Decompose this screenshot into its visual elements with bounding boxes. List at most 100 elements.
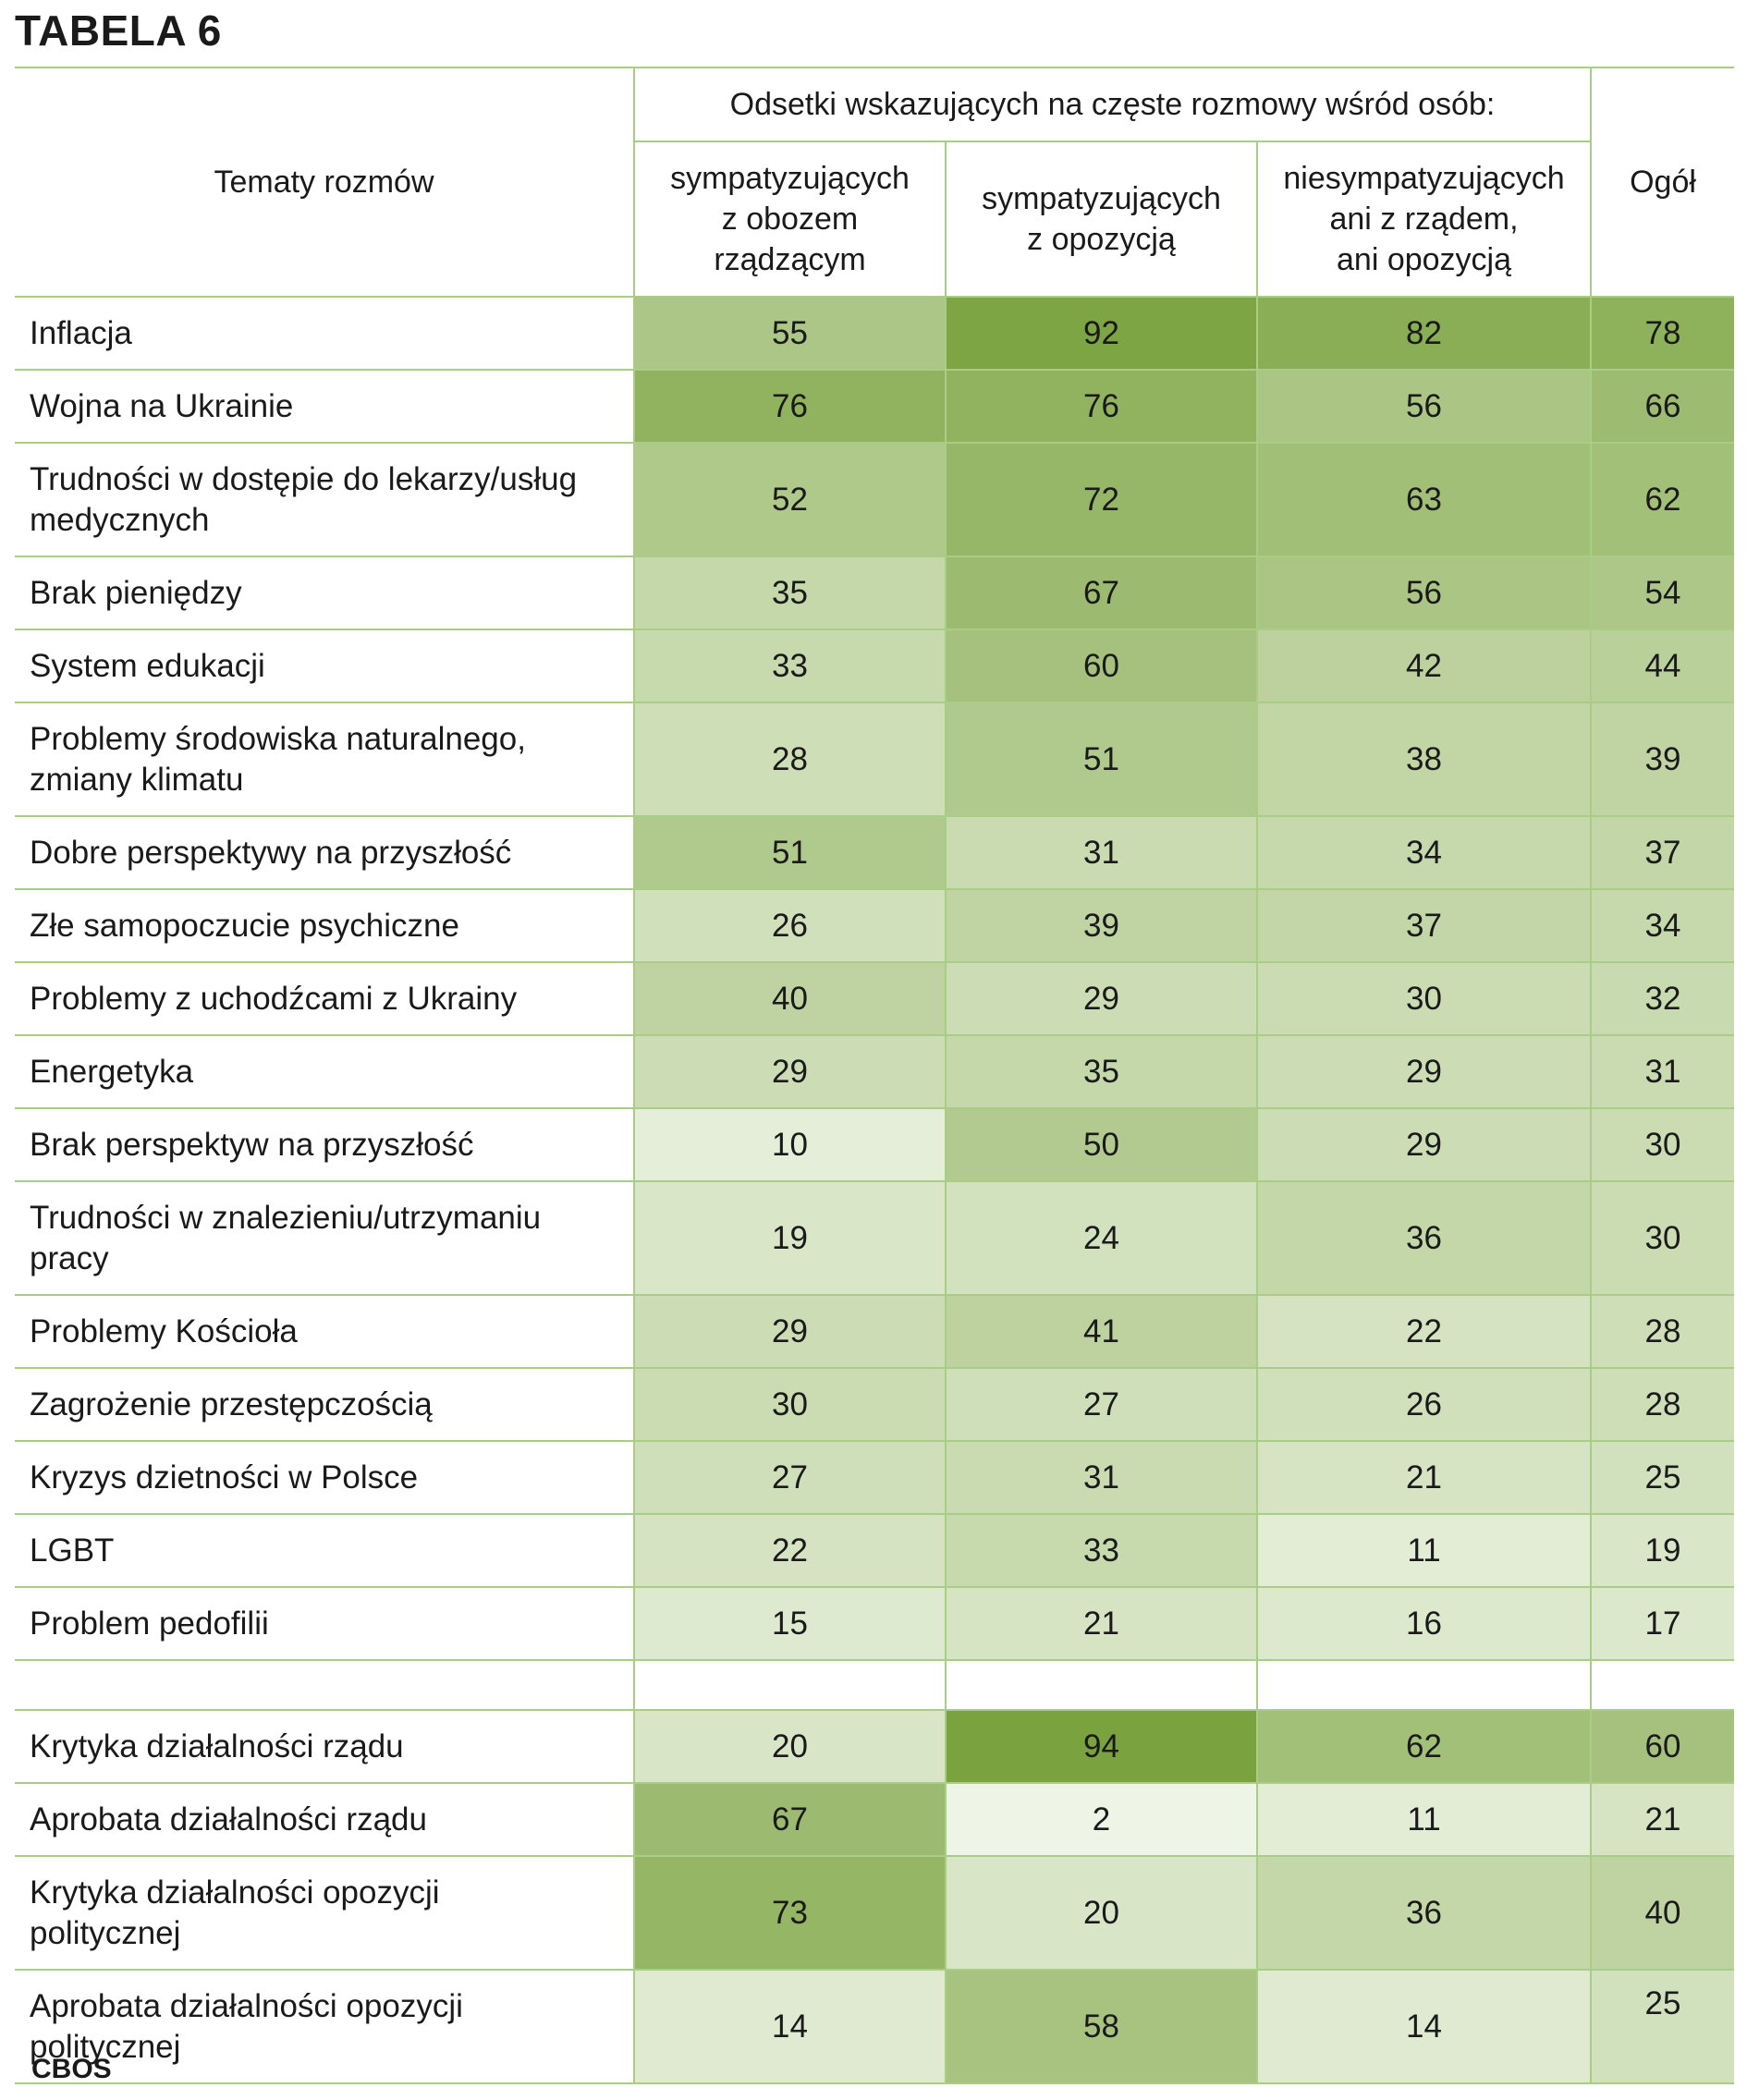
value-cell: 36	[1255, 1180, 1593, 1296]
value-cell: 20	[633, 1709, 947, 1784]
table-row: Zagrożenie przestępczością 30 27 26 28	[15, 1367, 1735, 1442]
row-label: Aprobata działalności opozycji polityczne…	[15, 1969, 635, 2084]
table-row: LGBT 22 33 11 19	[15, 1513, 1735, 1588]
table-row: Brak perspektyw na przyszłość 10 50 29 30	[15, 1107, 1735, 1182]
header-line: sympatyzujących	[982, 181, 1221, 216]
heatmap-table: Tematy rozmów Odsetki wskazujących na cz…	[15, 67, 1735, 2084]
row-label-line: Zagrożenie przestępczością	[30, 1386, 433, 1422]
row-label: Problemy środowiska naturalnego, zmiany k…	[15, 702, 635, 817]
header-line: z obozem	[721, 201, 859, 237]
value-cell: 28	[633, 702, 947, 817]
value-cell: 67	[945, 556, 1258, 630]
value-cell: 21	[1590, 1782, 1735, 1857]
row-label-line: politycznej	[30, 1914, 181, 1951]
row-label: Złe samopoczucie psychiczne	[15, 888, 635, 963]
value-cell: 31	[945, 1440, 1258, 1515]
row-label-line: Dobre perspektywy na przyszłość	[30, 834, 512, 871]
table-row: Problemy Kościoła 29 41 22 28	[15, 1294, 1735, 1369]
row-label-line: System edukacji	[30, 647, 265, 684]
value-cell: 29	[633, 1294, 947, 1369]
table-row: Problemy środowiska naturalnego, zmiany k…	[15, 702, 1735, 817]
value-cell: 30	[1255, 961, 1593, 1036]
table-row: Problemy z uchodźcami z Ukrainy 40 29 30 32	[15, 961, 1735, 1036]
table-row: Aprobata działalności rządu 67 2 11 21	[15, 1782, 1735, 1857]
value-cell: 37	[1255, 888, 1593, 963]
table-row: Trudności w znalezieniu/utrzymaniu pracy 1…	[15, 1180, 1735, 1296]
header-line: ani z rządem,	[1329, 201, 1519, 237]
row-label-line: Złe samopoczucie psychiczne	[30, 907, 459, 944]
value-cell: 27	[633, 1440, 947, 1515]
value-cell: 11	[1255, 1513, 1593, 1588]
value-cell: 25	[1590, 1440, 1735, 1515]
value-cell: 29	[633, 1034, 947, 1109]
value-cell: 10	[633, 1107, 947, 1182]
value-cell: 22	[1255, 1294, 1593, 1369]
value-cell: 24	[945, 1180, 1258, 1296]
table-row: Kryzys dzietności w Polsce 27 31 21 25	[15, 1440, 1735, 1515]
row-label: LGBT	[15, 1513, 635, 1588]
value-cell: 27	[945, 1367, 1258, 1442]
table-row: Dobre perspektywy na przyszłość 51 31 34 37	[15, 815, 1735, 890]
table-title: TABELA 6	[15, 6, 222, 55]
table-row: Krytyka działalności rządu 20 94 62 60	[15, 1709, 1735, 1784]
value-cell: 44	[1590, 629, 1735, 703]
row-label-line: Problemy z uchodźcami z Ukrainy	[30, 980, 518, 1017]
row-label: Problemy z uchodźcami z Ukrainy	[15, 961, 635, 1036]
header-total: Ogół	[1590, 67, 1735, 298]
table-row: Problem pedofilii 15 21 16 17	[15, 1586, 1735, 1661]
value-cell: 40	[633, 961, 947, 1036]
value-cell: 21	[945, 1586, 1258, 1661]
value-cell: 76	[945, 369, 1258, 444]
value-cell: 37	[1590, 815, 1735, 890]
value-cell: 41	[945, 1294, 1258, 1369]
row-label-line: medycznych	[30, 501, 210, 538]
header-col-government: sympatyzujących z obozem rządzącym	[634, 140, 947, 298]
spacer-cell	[1590, 1659, 1735, 1711]
value-cell: 73	[633, 1855, 947, 1971]
header-line: rządzącym	[714, 242, 866, 277]
value-cell: 56	[1255, 556, 1593, 630]
table-row: Wojna na Ukrainie 76 76 56 66	[15, 369, 1735, 444]
row-label: Aprobata działalności rządu	[15, 1782, 635, 1857]
value-cell: 30	[1590, 1180, 1735, 1296]
header-line: sympatyzujących	[670, 161, 910, 196]
value-cell: 56	[1255, 369, 1593, 444]
table-row: Trudności w dostępie do lekarzy/usług med…	[15, 442, 1735, 557]
header-line: z opozycją	[1027, 222, 1176, 257]
value-cell: 32	[1590, 961, 1735, 1036]
value-cell: 63	[1255, 442, 1593, 557]
spacer-cell	[1255, 1659, 1593, 1711]
table-row: Krytyka działalności opozycji politycznej…	[15, 1855, 1735, 1971]
value-cell: 40	[1590, 1855, 1735, 1971]
value-cell: 35	[633, 556, 947, 630]
row-label-line: Brak pieniędzy	[30, 574, 242, 611]
spacer-cell	[633, 1659, 947, 1711]
value-cell: 39	[1590, 702, 1735, 817]
value-cell: 30	[1590, 1107, 1735, 1182]
header-group: Odsetki wskazujących na częste rozmowy w…	[632, 67, 1593, 142]
value-cell: 60	[945, 629, 1258, 703]
row-label: Dobre perspektywy na przyszłość	[15, 815, 635, 890]
row-label-line: Aprobata działalności opozycji	[30, 1987, 463, 2024]
row-label: Krytyka działalności opozycji politycznej	[15, 1855, 635, 1971]
value-cell: 94	[945, 1709, 1258, 1784]
value-cell: 38	[1255, 702, 1593, 817]
value-cell: 72	[945, 442, 1258, 557]
spacer-row	[15, 1659, 1735, 1711]
row-label-line: Problemy Kościoła	[30, 1312, 298, 1349]
table-row: Aprobata działalności opozycji polityczne…	[15, 1969, 1735, 2084]
value-cell: 62	[1255, 1709, 1593, 1784]
value-cell: 20	[945, 1855, 1258, 1971]
value-cell: 36	[1255, 1855, 1593, 1971]
value-cell: 54	[1590, 556, 1735, 630]
value-cell: 34	[1255, 815, 1593, 890]
value-cell: 26	[1255, 1367, 1593, 1442]
row-label-line: Problemy środowiska naturalnego,	[30, 720, 526, 757]
value-cell: 42	[1255, 629, 1593, 703]
value-cell: 15	[633, 1586, 947, 1661]
header-topics: Tematy rozmów	[15, 67, 635, 298]
value-cell: 14	[633, 1969, 947, 2084]
table-row: Inflacja 55 92 82 78	[15, 296, 1735, 371]
value-cell: 78	[1590, 296, 1735, 371]
value-cell: 51	[633, 815, 947, 890]
